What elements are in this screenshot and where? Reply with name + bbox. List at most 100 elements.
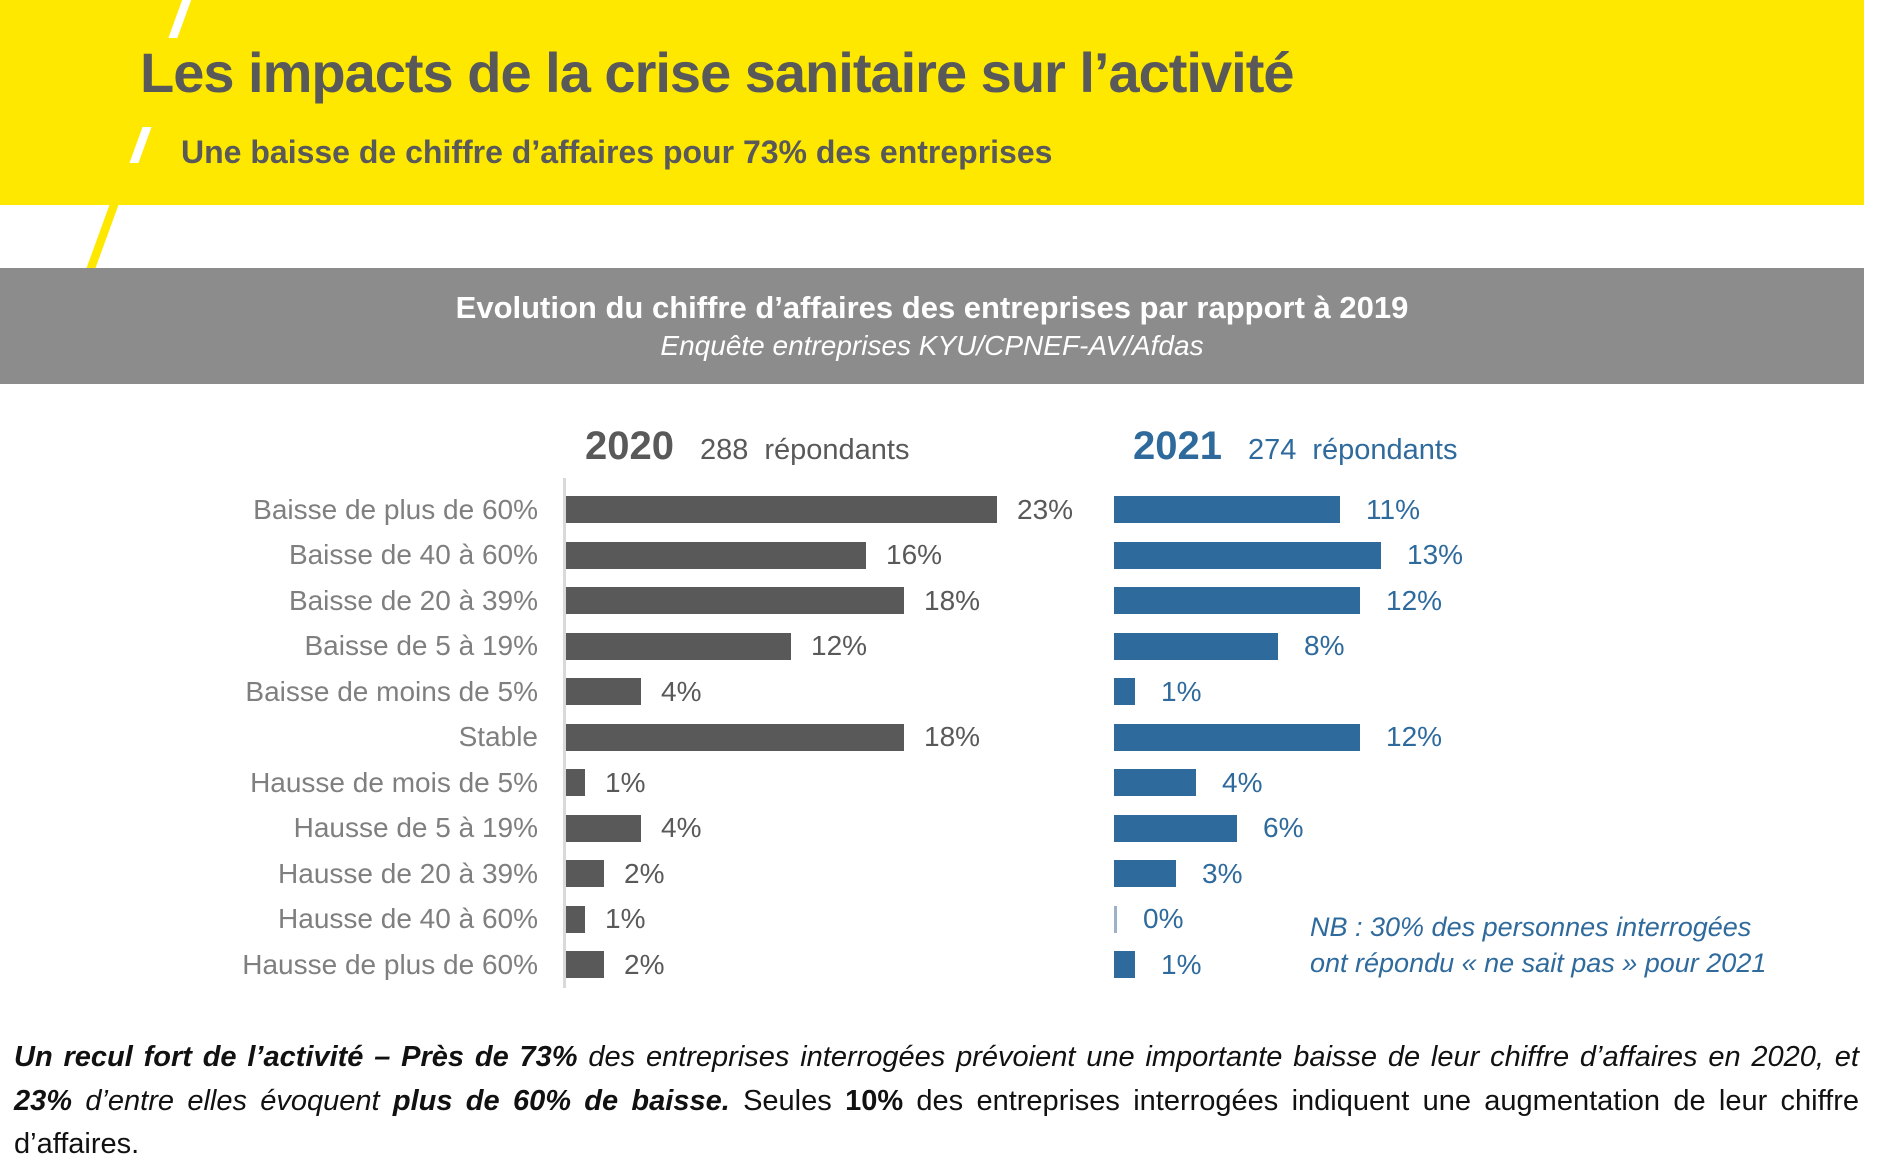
category-label: Stable <box>458 721 538 753</box>
analysis-segment: 23% <box>14 1084 86 1117</box>
bar-2021 <box>1114 723 1360 751</box>
value-label-2020: 16% <box>886 539 943 571</box>
value-label-2021: 12% <box>1386 584 1443 616</box>
chart-row: Baisse de 5 à 19% 12% 8% <box>0 624 1880 670</box>
analysis-segment: 10% <box>845 1084 917 1117</box>
bar-2020 <box>566 860 604 887</box>
bar-2020 <box>566 951 604 978</box>
analysis-segment: Seules <box>743 1084 846 1117</box>
slash-decoration-icon <box>129 127 152 163</box>
chart-row: Hausse de 20 à 39% 2% 3% <box>0 851 1880 897</box>
bar-2021 <box>1114 769 1196 796</box>
respondents-2020: 288 répondants <box>700 434 910 467</box>
value-label-2020: 23% <box>1017 493 1074 525</box>
analysis-paragraph: Un recul fort de l’activité – Près de 73… <box>14 1036 1859 1164</box>
value-label-2021: 13% <box>1407 539 1464 571</box>
chart-banner: Evolution du chiffre d’affaires des entr… <box>0 268 1864 384</box>
bar-2021 <box>1114 541 1381 569</box>
chart-row: Baisse de 20 à 39% 18% 12% <box>0 578 1880 624</box>
bar-2020 <box>566 769 585 796</box>
category-label: Baisse de moins de 5% <box>245 675 538 707</box>
value-label-2020: 12% <box>811 630 868 662</box>
value-label-2020: 4% <box>661 675 702 707</box>
bar-chart: Baisse de plus de 60% 23% 11% Baisse de … <box>0 487 1880 988</box>
value-label-2021: 8% <box>1304 630 1345 662</box>
category-label: Baisse de 5 à 19% <box>304 630 539 662</box>
respondents-2021-count: 274 <box>1247 434 1297 466</box>
value-label-2021: 4% <box>1222 766 1263 798</box>
bar-2020 <box>566 678 641 705</box>
analysis-segment: des entreprises interrogées prévoient un… <box>588 1041 1859 1073</box>
bar-2020 <box>566 496 997 523</box>
chart-row: Hausse de mois de 5% 1% 4% <box>0 760 1880 806</box>
axis-line-2020 <box>563 478 566 988</box>
value-label-2021: 0% <box>1143 903 1184 935</box>
bar-2021 <box>1114 814 1237 842</box>
bar-2020 <box>566 541 866 569</box>
value-label-2020: 4% <box>661 812 702 844</box>
slash-decoration-icon <box>168 0 193 38</box>
respondents-2021-unit: répondants <box>1312 434 1458 466</box>
value-label-2021: 1% <box>1161 675 1202 707</box>
bar-2021 <box>1114 951 1135 978</box>
respondents-2021: 274 répondants <box>1248 434 1458 467</box>
value-label-2020: 1% <box>605 766 646 798</box>
bar-2021 <box>1114 905 1117 933</box>
bar-2021 <box>1114 678 1135 705</box>
value-label-2021: 1% <box>1161 948 1202 980</box>
value-label-2021: 11% <box>1366 493 1420 525</box>
category-label: Hausse de 5 à 19% <box>293 812 538 844</box>
analysis-segment: plus de 60% de baisse. <box>392 1084 744 1117</box>
value-label-2021: 12% <box>1386 721 1443 753</box>
bar-2020 <box>566 587 904 614</box>
category-label: Baisse de plus de 60% <box>253 493 538 525</box>
value-label-2020: 1% <box>605 903 646 935</box>
value-label-2020: 18% <box>924 721 981 753</box>
bar-2020 <box>566 632 791 660</box>
column-header-2020: 2020 288 répondants <box>585 424 910 469</box>
category-label: Baisse de 40 à 60% <box>288 539 538 571</box>
category-label: Hausse de mois de 5% <box>250 766 538 798</box>
analysis-segment: Un recul fort de l’activité – Près de 73… <box>14 1041 589 1073</box>
analysis-segment: d’entre elles évoquent <box>85 1084 393 1117</box>
category-label: Hausse de plus de 60% <box>242 948 538 980</box>
chart-row: Hausse de 40 à 60% 1% 0% <box>0 897 1880 943</box>
chart-row: Baisse de plus de 60% 23% 11% <box>0 487 1880 533</box>
respondents-2020-count: 288 <box>699 434 749 466</box>
category-label: Hausse de 20 à 39% <box>278 857 538 889</box>
chart-row: Hausse de plus de 60% 2% 1% <box>0 942 1880 988</box>
chart-row: Hausse de 5 à 19% 4% 6% <box>0 806 1880 852</box>
value-label-2021: 6% <box>1263 812 1304 844</box>
year-2021-label: 2021 <box>1133 424 1222 468</box>
chart-row: Baisse de moins de 5% 4% 1% <box>0 669 1880 715</box>
respondents-2020-unit: répondants <box>764 434 910 466</box>
slash-decoration-icon <box>86 205 119 268</box>
yellow-header-band: Les impacts de la crise sanitaire sur l’… <box>0 0 1864 205</box>
bar-2021 <box>1114 496 1340 523</box>
chart-row: Baisse de 40 à 60% 16% 13% <box>0 533 1880 579</box>
bar-2020 <box>566 723 904 751</box>
value-label-2021: 3% <box>1202 857 1243 889</box>
bar-2020 <box>566 905 585 933</box>
category-label: Baisse de 20 à 39% <box>288 584 538 616</box>
page-title: Les impacts de la crise sanitaire sur l’… <box>140 41 1294 104</box>
chart-subtitle: Enquête entreprises KYU/CPNEF-AV/Afdas <box>660 329 1204 361</box>
chart-title: Evolution du chiffre d’affaires des entr… <box>455 290 1409 325</box>
nb-annotation-line2: ont répondu « ne sait pas » pour 2021 <box>1310 947 1767 978</box>
value-label-2020: 2% <box>624 857 665 889</box>
page-subtitle: Une baisse de chiffre d’affaires pour 73… <box>181 134 1053 170</box>
nb-annotation-line1: NB : 30% des personnes interrogées <box>1310 912 1752 942</box>
category-label: Hausse de 40 à 60% <box>278 903 538 935</box>
bar-2021 <box>1114 587 1360 614</box>
value-label-2020: 2% <box>624 948 665 980</box>
value-label-2020: 18% <box>924 584 981 616</box>
year-2020-label: 2020 <box>585 424 674 468</box>
analysis-segment: des entreprises interrogées indiquent un… <box>14 1084 1859 1161</box>
column-header-2021: 2021 274 répondants <box>1133 424 1458 469</box>
nb-annotation: NB : 30% des personnes interrogées ont r… <box>1310 910 1830 981</box>
chart-row: Stable 18% 12% <box>0 715 1880 761</box>
bar-2021 <box>1114 632 1278 660</box>
bar-2020 <box>566 814 641 842</box>
bar-2021 <box>1114 860 1176 887</box>
